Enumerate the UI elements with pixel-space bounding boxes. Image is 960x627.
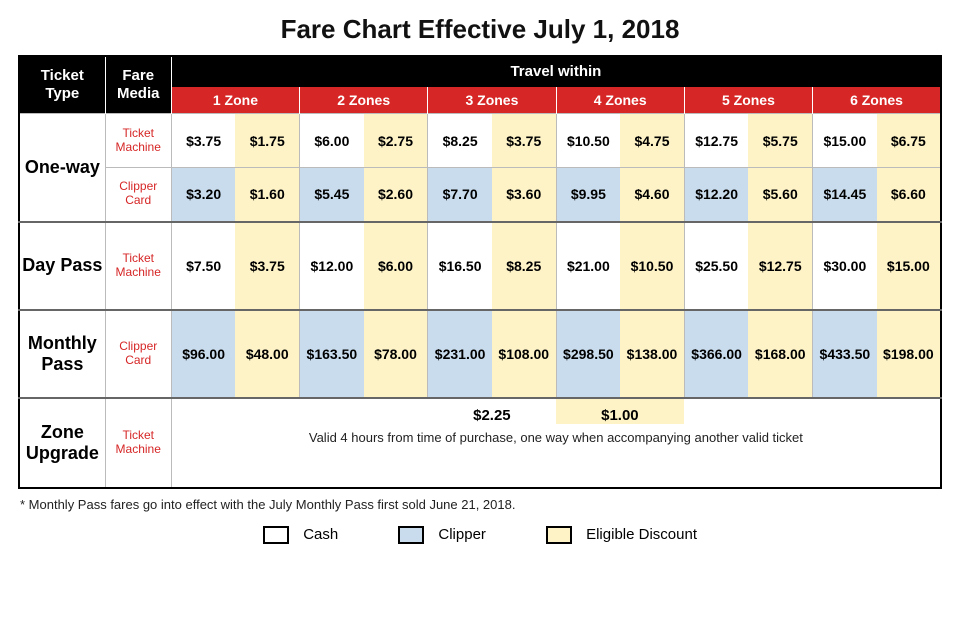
zone-upgrade-note: Valid 4 hours from time of purchase, one… [172,424,940,455]
clipper-swatch-icon [398,526,424,544]
header-row-1: Ticket Type Fare Media Travel within [19,56,941,87]
p: $163.50 [300,310,364,398]
p: $3.75 [235,222,299,310]
p: $433.50 [813,310,877,398]
p: $168.00 [748,310,812,398]
p: $298.50 [556,310,620,398]
p: $16.50 [428,222,492,310]
legend-cash-label: Cash [303,526,338,543]
legend: Cash Clipper Eligible Discount [18,526,942,544]
p: $198.00 [877,310,941,398]
legend-cash: Cash [263,526,338,544]
p: $108.00 [492,310,556,398]
p: $6.60 [877,168,941,222]
p: $3.20 [171,168,235,222]
p: $3.60 [492,168,556,222]
p: $48.00 [235,310,299,398]
p: $96.00 [171,310,235,398]
hdr-fare-media: Fare Media [105,56,171,114]
label-zone-upgrade: Zone Upgrade [19,398,105,488]
p: $3.75 [171,114,235,168]
p: $138.00 [620,310,684,398]
p: $15.00 [813,114,877,168]
hdr-zone-6: 6 Zones [813,87,941,114]
p: $5.75 [748,114,812,168]
p: $6.75 [877,114,941,168]
legend-discount-label: Eligible Discount [586,526,697,543]
p: $15.00 [877,222,941,310]
p: $5.60 [748,168,812,222]
legend-clipper: Clipper [398,526,486,544]
p: $14.45 [813,168,877,222]
hdr-ticket-type: Ticket Type [19,56,105,114]
hdr-zone-1: 1 Zone [171,87,299,114]
p: $2.75 [364,114,428,168]
zone-upgrade-discount: $1.00 [556,399,684,424]
media-zone-upgrade: Ticket Machine [105,398,171,488]
p: $2.60 [364,168,428,222]
p: $25.50 [684,222,748,310]
label-monthly-pass: Monthly Pass [19,310,105,398]
label-day-pass: Day Pass [19,222,105,310]
p: $6.00 [300,114,364,168]
media-oneway-cc: Clipper Card [105,168,171,222]
p: $1.75 [235,114,299,168]
hdr-zone-5: 5 Zones [684,87,812,114]
row-daypass: Day Pass Ticket Machine $7.50 $3.75 $12.… [19,222,941,310]
p: $8.25 [492,222,556,310]
label-one-way: One-way [19,114,105,222]
row-oneway-cc: Clipper Card $3.20 $1.60 $5.45 $2.60 $7.… [19,168,941,222]
row-oneway-tm: One-way Ticket Machine $3.75 $1.75 $6.00… [19,114,941,168]
hdr-zone-4: 4 Zones [556,87,684,114]
p: $7.70 [428,168,492,222]
zone-upgrade-price: $2.25 [428,399,556,424]
p: $6.00 [364,222,428,310]
p: $12.20 [684,168,748,222]
p: $366.00 [684,310,748,398]
discount-swatch-icon [546,526,572,544]
fare-chart-table: Ticket Type Fare Media Travel within 1 Z… [18,55,942,489]
footnote: * Monthly Pass fares go into effect with… [20,497,940,512]
cash-swatch-icon [263,526,289,544]
media-monthly: Clipper Card [105,310,171,398]
p: $7.50 [171,222,235,310]
p: $5.45 [300,168,364,222]
p: $4.60 [620,168,684,222]
p: $78.00 [364,310,428,398]
p: $12.00 [300,222,364,310]
legend-clipper-label: Clipper [438,526,486,543]
hdr-zone-3: 3 Zones [428,87,556,114]
p: $9.95 [556,168,620,222]
p: $12.75 [748,222,812,310]
page-title: Fare Chart Effective July 1, 2018 [18,14,942,45]
p: $3.75 [492,114,556,168]
p: $21.00 [556,222,620,310]
media-daypass: Ticket Machine [105,222,171,310]
row-monthly: Monthly Pass Clipper Card $96.00 $48.00 … [19,310,941,398]
p: $10.50 [620,222,684,310]
p: $30.00 [813,222,877,310]
p: $231.00 [428,310,492,398]
hdr-travel-within: Travel within [171,56,941,87]
p: $12.75 [684,114,748,168]
p: $8.25 [428,114,492,168]
legend-discount: Eligible Discount [546,526,697,544]
row-zone-upgrade: Zone Upgrade Ticket Machine $2.25 $1.00 … [19,398,941,488]
p: $4.75 [620,114,684,168]
media-oneway-tm: Ticket Machine [105,114,171,168]
hdr-zone-2: 2 Zones [300,87,428,114]
p: $1.60 [235,168,299,222]
p: $10.50 [556,114,620,168]
